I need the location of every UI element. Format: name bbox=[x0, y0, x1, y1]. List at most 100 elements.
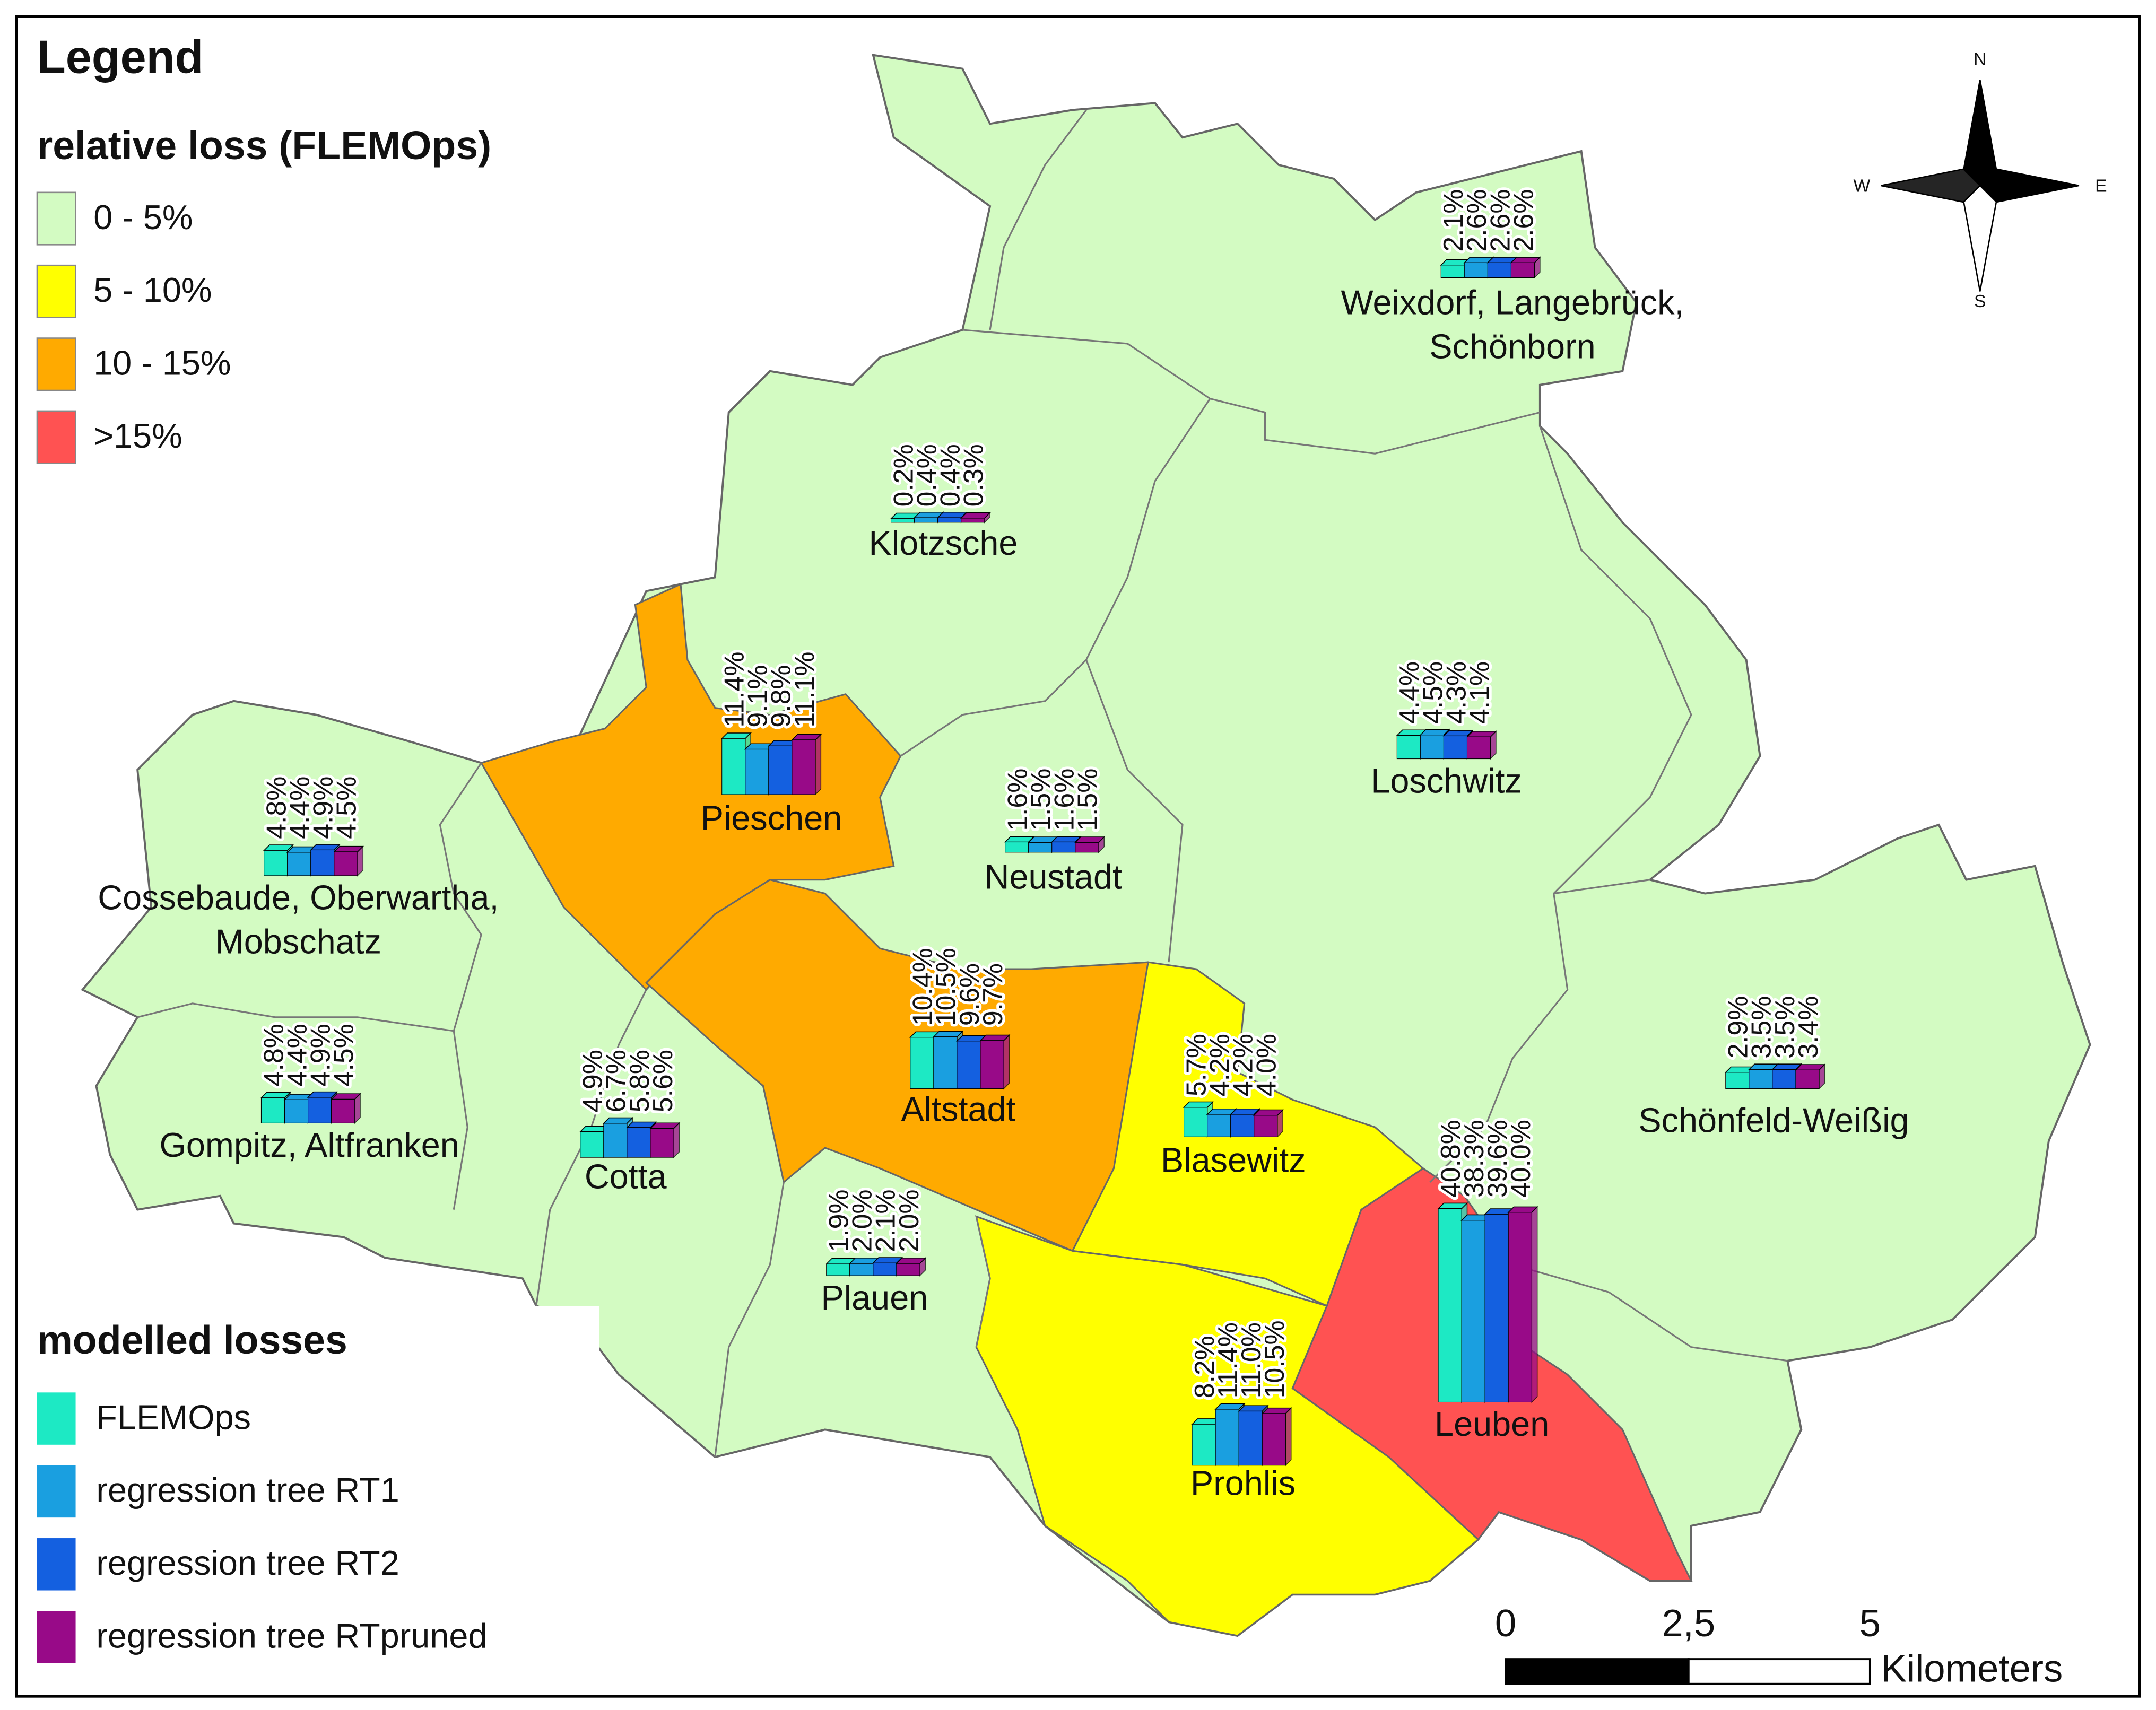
value-label: 11.1% bbox=[789, 651, 820, 727]
value-label: 40.0% bbox=[1505, 1120, 1536, 1198]
legend-swatch bbox=[36, 264, 76, 318]
legend-label: >15% bbox=[93, 416, 182, 455]
bar bbox=[1795, 1069, 1820, 1089]
bar bbox=[1192, 1424, 1216, 1466]
legend-label: regression tree RT2 bbox=[96, 1543, 399, 1582]
district-name: Mobschatz bbox=[215, 922, 381, 961]
compass-label: S bbox=[1974, 292, 1986, 311]
bar bbox=[1487, 262, 1511, 278]
legend-swatch bbox=[36, 191, 76, 246]
bar bbox=[1028, 842, 1053, 853]
value-label: 4.9% bbox=[308, 777, 338, 839]
bar bbox=[1254, 1115, 1278, 1137]
bar-top bbox=[720, 732, 752, 739]
value-label: 2.6% bbox=[1508, 189, 1538, 252]
bar bbox=[1508, 1212, 1532, 1402]
value-label: 2.1% bbox=[870, 1189, 901, 1252]
district-area bbox=[480, 583, 902, 991]
bar bbox=[1184, 1107, 1208, 1137]
boundary bbox=[1085, 659, 1184, 963]
value-label: 9.6% bbox=[954, 963, 985, 1026]
bar bbox=[1207, 1114, 1231, 1137]
scale-label: 5 bbox=[1859, 1602, 1881, 1645]
bar-top bbox=[896, 1258, 927, 1264]
boundary bbox=[989, 109, 1087, 330]
scale-segment bbox=[1505, 1658, 1690, 1685]
bar bbox=[937, 517, 962, 523]
value-label: 5.8% bbox=[624, 1050, 655, 1112]
district-name: Schönborn bbox=[1429, 327, 1595, 365]
bar-top bbox=[263, 844, 294, 851]
value-label: 4.1% bbox=[1464, 661, 1494, 724]
compass-label: E bbox=[2095, 176, 2107, 196]
district-name: Schönfeld-Weißig bbox=[1638, 1101, 1909, 1139]
bar-top bbox=[602, 1117, 634, 1124]
district-name: Weixdorf, Langebrück, bbox=[1341, 283, 1684, 321]
bar-top bbox=[1442, 730, 1474, 737]
value-label: 10.5% bbox=[931, 948, 961, 1026]
value-label: 6.7% bbox=[601, 1050, 631, 1112]
bar-top bbox=[1437, 1202, 1468, 1209]
bar bbox=[627, 1127, 651, 1158]
bar bbox=[1725, 1072, 1750, 1089]
value-label: 2.6% bbox=[1461, 189, 1492, 252]
bar bbox=[308, 1097, 332, 1123]
value-label: 1.9% bbox=[823, 1189, 854, 1252]
bar bbox=[745, 749, 769, 795]
value-label: 4.2% bbox=[1204, 1034, 1235, 1096]
bar-top bbox=[260, 1092, 291, 1098]
district-name: Cossebaude, Oberwartha, bbox=[98, 878, 499, 917]
value-label: 2.6% bbox=[1484, 189, 1515, 252]
bar bbox=[1466, 736, 1491, 760]
district-name: Pieschen bbox=[701, 798, 842, 837]
value-label: 11.4% bbox=[719, 651, 750, 727]
bar bbox=[961, 518, 985, 523]
value-label: 4.9% bbox=[305, 1024, 335, 1086]
bar bbox=[1215, 1409, 1239, 1466]
district-name: Blasewitz bbox=[1161, 1141, 1306, 1180]
bar-top bbox=[330, 1093, 361, 1100]
value-label: 1.6% bbox=[1049, 769, 1080, 831]
bar-top bbox=[932, 1031, 964, 1037]
value-label: 9.7% bbox=[977, 963, 1008, 1026]
value-label: 11.0% bbox=[1236, 1322, 1266, 1398]
boundary bbox=[1553, 879, 1650, 895]
legend-swatch bbox=[36, 337, 76, 391]
legend-swatch bbox=[36, 410, 76, 464]
bar-top bbox=[626, 1121, 657, 1128]
district-name: Klotzsche bbox=[869, 524, 1018, 562]
bar bbox=[260, 1097, 285, 1123]
bar bbox=[896, 1263, 920, 1276]
legend-label: regression tree RTpruned bbox=[96, 1616, 487, 1655]
bar-top bbox=[1795, 1064, 1826, 1071]
value-label: 40.8% bbox=[1435, 1120, 1466, 1198]
bar bbox=[331, 1099, 355, 1123]
bar bbox=[826, 1263, 850, 1276]
boundary bbox=[439, 762, 482, 1210]
bar-top bbox=[1261, 1407, 1292, 1414]
boundary bbox=[1512, 1263, 1788, 1362]
district-name: Altstadt bbox=[901, 1090, 1015, 1129]
bar-top bbox=[1507, 1206, 1538, 1213]
bar bbox=[1749, 1069, 1773, 1089]
value-label: 0.4% bbox=[911, 444, 942, 507]
legend-section-title: modelled losses bbox=[37, 1318, 347, 1362]
bar bbox=[1438, 1208, 1462, 1402]
district-name: Plauen bbox=[821, 1278, 928, 1317]
legend-swatch bbox=[37, 1538, 76, 1591]
value-label: 11.4% bbox=[1212, 1322, 1243, 1398]
bar-side bbox=[1285, 1407, 1292, 1467]
bar bbox=[1464, 262, 1488, 278]
district-name: Leuben bbox=[1435, 1404, 1549, 1443]
value-label: 4.5% bbox=[328, 1024, 359, 1086]
scale-label: 0 bbox=[1495, 1602, 1516, 1645]
value-label: 4.4% bbox=[281, 1024, 312, 1086]
bar bbox=[1443, 735, 1468, 760]
bar-top bbox=[309, 844, 341, 851]
bar bbox=[914, 517, 938, 523]
legend-label: 10 - 15% bbox=[93, 343, 231, 382]
district-name: Neustadt bbox=[985, 858, 1122, 896]
bar bbox=[1420, 735, 1444, 760]
bar bbox=[721, 738, 746, 795]
